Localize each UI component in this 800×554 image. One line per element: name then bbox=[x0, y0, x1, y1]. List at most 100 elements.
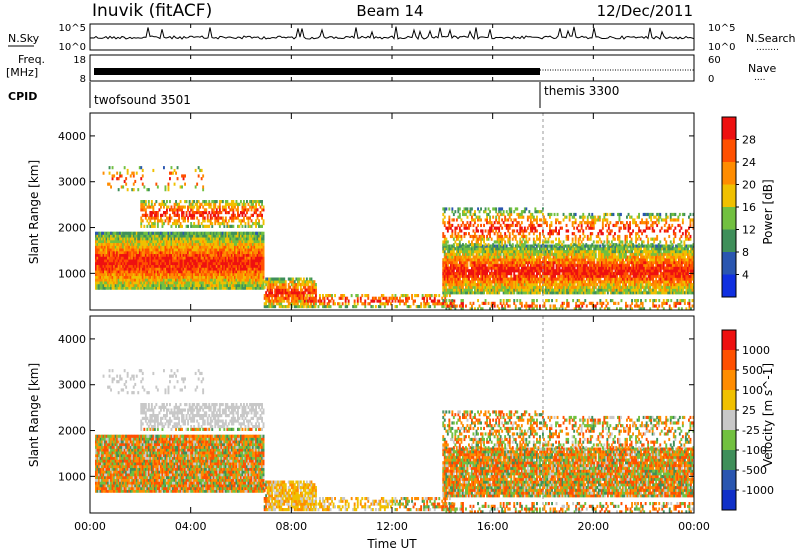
power-cell bbox=[116, 239, 119, 244]
power-cell bbox=[206, 202, 209, 206]
power-cell bbox=[532, 266, 535, 270]
power-cell bbox=[163, 211, 165, 215]
power-cell bbox=[113, 231, 116, 235]
power-cell bbox=[238, 219, 241, 223]
power-cell bbox=[383, 296, 386, 300]
power-cell bbox=[182, 242, 185, 246]
power-cell bbox=[185, 272, 188, 277]
power-cell bbox=[141, 219, 144, 223]
power-cell bbox=[161, 237, 164, 241]
power-cell bbox=[303, 299, 306, 303]
power-cell bbox=[551, 283, 553, 287]
power-cell bbox=[495, 263, 498, 267]
power-cell bbox=[98, 237, 100, 241]
power-cell bbox=[554, 274, 556, 278]
power-cell bbox=[484, 252, 487, 256]
power-cell bbox=[181, 278, 183, 282]
power-cell bbox=[184, 231, 186, 235]
power-cell bbox=[160, 216, 162, 220]
power-cell bbox=[519, 274, 522, 278]
power-cell bbox=[158, 283, 161, 288]
power-cell bbox=[460, 255, 463, 259]
power-cell bbox=[539, 258, 541, 262]
power-cell bbox=[278, 285, 281, 289]
power-cell bbox=[197, 259, 200, 263]
power-cell bbox=[150, 224, 153, 228]
power-cell bbox=[120, 267, 123, 271]
power-cell bbox=[361, 294, 364, 298]
power-cell bbox=[234, 248, 236, 252]
power-cell bbox=[155, 231, 158, 235]
power-cell bbox=[469, 280, 472, 284]
power-cell bbox=[445, 261, 448, 265]
power-cell bbox=[197, 261, 200, 266]
power-cell bbox=[545, 280, 547, 284]
power-cell bbox=[143, 234, 146, 238]
power-cell bbox=[490, 283, 493, 287]
power-cell bbox=[175, 250, 177, 255]
power-cell bbox=[122, 237, 125, 241]
power-cell bbox=[152, 211, 155, 215]
power-cell bbox=[107, 278, 109, 282]
power-cell bbox=[561, 277, 564, 281]
power-cell bbox=[209, 219, 212, 223]
power-cell bbox=[484, 266, 487, 270]
power-cell bbox=[199, 213, 202, 217]
power-cell bbox=[560, 258, 562, 262]
power-cell bbox=[108, 245, 111, 249]
power-cell bbox=[117, 239, 120, 244]
power-cell bbox=[160, 256, 162, 260]
power-cell bbox=[102, 237, 105, 241]
power-cell bbox=[575, 280, 578, 284]
power-cell bbox=[173, 278, 176, 282]
power-cell bbox=[280, 294, 283, 298]
power-cell bbox=[234, 239, 236, 244]
power-cell bbox=[379, 302, 382, 306]
power-cell bbox=[449, 288, 452, 292]
power-cell bbox=[160, 202, 162, 206]
power-cell bbox=[567, 261, 570, 265]
power-cell bbox=[252, 275, 254, 279]
power-cell bbox=[190, 283, 193, 288]
power-cell bbox=[322, 294, 324, 298]
power-cell bbox=[135, 267, 138, 271]
power-cell bbox=[218, 208, 221, 212]
power-cell bbox=[143, 286, 146, 290]
power-cell bbox=[230, 219, 233, 223]
power-cell bbox=[155, 264, 158, 268]
power-cell bbox=[284, 305, 287, 309]
power-cell bbox=[466, 283, 469, 287]
power-cell bbox=[143, 242, 146, 246]
power-cell bbox=[135, 253, 138, 257]
power-cell bbox=[209, 253, 212, 257]
power-cell bbox=[221, 216, 224, 220]
power-cell bbox=[170, 267, 173, 271]
power-cell bbox=[144, 264, 147, 268]
power-cell bbox=[163, 166, 165, 170]
power-cell bbox=[573, 263, 576, 267]
power-cell bbox=[191, 267, 194, 271]
power-cell bbox=[234, 245, 236, 249]
power-cell bbox=[232, 256, 235, 260]
power-cell bbox=[98, 242, 100, 246]
power-cell bbox=[227, 286, 230, 290]
power-cell bbox=[311, 294, 314, 298]
power-cell bbox=[224, 211, 227, 215]
power-cell bbox=[247, 219, 250, 223]
power-cell bbox=[526, 252, 529, 256]
power-cell bbox=[493, 247, 496, 251]
power-cell bbox=[149, 213, 152, 217]
power-cell bbox=[573, 250, 576, 254]
power-cell bbox=[193, 259, 196, 263]
power-cell bbox=[465, 277, 467, 281]
power-cell bbox=[420, 305, 423, 309]
power-cell bbox=[249, 275, 251, 279]
power-cell bbox=[253, 286, 256, 290]
power-cell bbox=[185, 275, 188, 279]
power-cell bbox=[371, 296, 374, 300]
power-cell bbox=[131, 237, 134, 241]
power-cell bbox=[427, 302, 430, 306]
power-cell bbox=[152, 253, 155, 257]
power-cell bbox=[156, 275, 159, 279]
